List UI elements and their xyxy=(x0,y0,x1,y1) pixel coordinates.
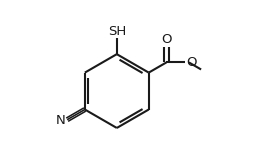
Text: O: O xyxy=(186,56,197,69)
Text: O: O xyxy=(161,33,172,46)
Text: SH: SH xyxy=(108,25,126,38)
Text: N: N xyxy=(56,114,66,127)
